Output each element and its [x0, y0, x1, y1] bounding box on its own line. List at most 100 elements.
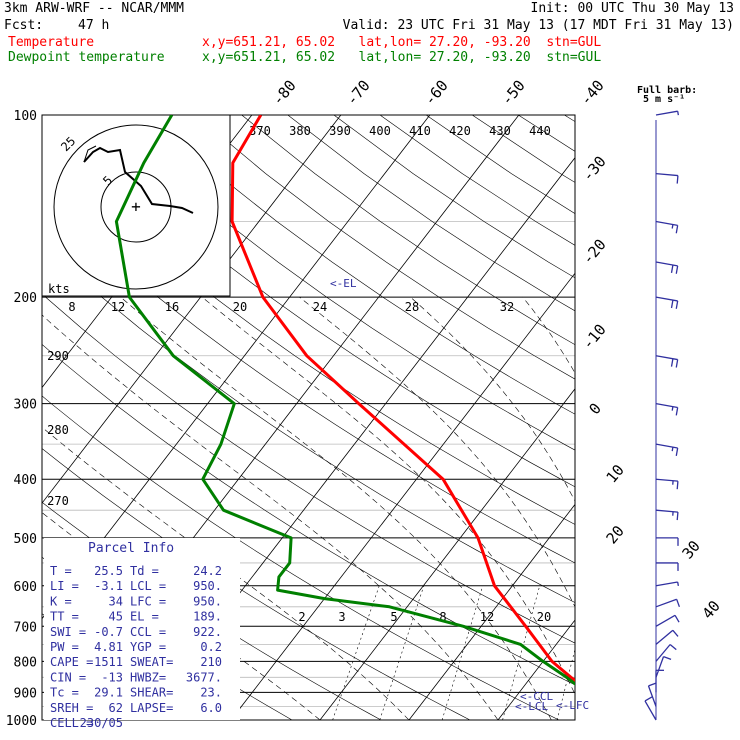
barb-legend-title: Full barb:	[637, 85, 698, 96]
isotherm-label: 10	[602, 461, 627, 486]
isotherm	[587, 115, 740, 720]
isotherm-label: 0	[585, 400, 605, 418]
wind-barb-flag	[648, 682, 657, 687]
wind-barb-flag	[677, 581, 680, 587]
wind-barb	[655, 509, 678, 513]
wind-barb	[655, 614, 676, 627]
mixing-ratio-line	[332, 585, 380, 720]
mixing-ratio-label: 3	[338, 610, 345, 624]
parcel-info-key: EL =	[130, 610, 159, 624]
hodograph-speed-label: 24	[313, 300, 327, 314]
dewpoint-location: x,y=651.21, 65.02 lat,lon= 27.20, -93.20…	[202, 50, 602, 65]
wind-barb	[655, 629, 674, 645]
theta-label: 420	[449, 124, 471, 138]
moist-adiabat	[42, 426, 410, 720]
wind-barb	[655, 403, 678, 409]
pressure-label: 300	[14, 398, 37, 413]
parcel-info-value: 34	[109, 594, 123, 608]
model-title: 3km ARW-WRF -- NCAR/MMM	[4, 1, 185, 16]
wind-barb-flag	[677, 111, 680, 116]
wind-barb	[644, 700, 657, 721]
parcel-info-value: 950.	[193, 594, 222, 608]
mixing-ratio-label: 8	[439, 610, 446, 624]
el-label: <-EL	[330, 277, 357, 290]
parcel-info-key: Tc =	[50, 686, 79, 700]
wind-barb-flag	[670, 264, 674, 274]
wind-barb-flag	[671, 406, 674, 411]
wind-barb-flag	[670, 299, 674, 309]
hodograph-speed-label: 12	[111, 300, 125, 314]
isotherm-label: -40	[577, 77, 608, 109]
isotherm-label: 40	[698, 597, 723, 622]
isotherm-label: -20	[579, 236, 610, 268]
wind-barb-flag	[676, 599, 681, 608]
wind-barb	[655, 581, 678, 587]
barb-legend-unit: 5 m s⁻¹	[643, 94, 686, 105]
pressure-label: 500	[14, 532, 37, 547]
parcel-info-key: SWEAT=	[130, 655, 173, 669]
mixing-ratio-label: 20	[537, 610, 551, 624]
parcel-info-box: Parcel Info T = 25.5 Td = 24.2 LI = -3.1 LCL = 9…	[44, 538, 240, 730]
moist-adiabat	[201, 296, 575, 695]
wind-barb-flag	[675, 359, 679, 368]
temperature-legend: Temperature	[8, 35, 95, 50]
hodograph-speed-label: 20	[233, 300, 247, 314]
wind-barb-flag	[663, 656, 672, 660]
mixing-ratio-label: 5	[390, 610, 397, 624]
parcel-info-value: -13	[101, 670, 123, 684]
dry-adiabat	[42, 293, 575, 644]
pressure-label: 700	[14, 620, 37, 635]
hodograph-speed-label: 8	[68, 300, 75, 314]
parcel-info-key: CELL =	[50, 716, 93, 730]
dry-adiabat	[333, 115, 575, 279]
dry-adiabat	[518, 115, 575, 152]
isotherm-label: -10	[579, 321, 610, 353]
isotherm	[408, 503, 575, 720]
parcel-info-key: SWI =	[50, 625, 86, 639]
wind-barb-flag	[670, 358, 674, 367]
theta-label: 440	[529, 124, 551, 138]
dry-adiabat	[103, 115, 575, 451]
dewpoint-line	[114, 115, 575, 686]
parcel-info-key: PW =	[50, 640, 79, 654]
pressure-label: 400	[14, 473, 37, 488]
parcel-info-value: 4.81	[94, 640, 123, 654]
parcel-info-value: 189.	[193, 610, 222, 624]
parcel-info-key: LI =	[50, 579, 79, 593]
plot-border	[41, 114, 576, 721]
temperature-line	[230, 115, 575, 683]
wind-barb-flag	[676, 481, 679, 490]
wind-barb-flag	[674, 614, 680, 623]
pressure-label: 200	[14, 291, 37, 306]
theta-label: 270	[47, 494, 69, 508]
isotherm-label: -50	[498, 77, 529, 109]
dry-adiabat	[379, 115, 575, 246]
dewpoint-legend: Dewpoint temperature	[8, 50, 165, 65]
wind-barb	[655, 443, 678, 449]
isotherm-label: -70	[343, 77, 374, 109]
theta-label: 400	[369, 124, 391, 138]
lcl-label: <-LCL	[515, 700, 548, 713]
mixing-ratio-line	[502, 585, 541, 720]
dry-adiabat	[241, 115, 575, 346]
wind-barb-flag	[675, 225, 679, 234]
theta-label: 280	[47, 423, 69, 437]
wind-barb	[655, 220, 678, 226]
theta-label: 410	[409, 124, 431, 138]
parcel-info-key: HWBZ=	[130, 670, 166, 684]
wind-barb	[655, 172, 678, 177]
isotherm-label: -30	[579, 153, 610, 185]
wind-barbs	[644, 110, 681, 721]
isotherm	[676, 115, 740, 720]
dry-adiabat	[42, 145, 575, 525]
parcel-info-value: 950.	[193, 579, 222, 593]
wind-barb	[655, 656, 665, 678]
dry-adiabat	[42, 395, 560, 720]
parcel-info-key: CCL =	[130, 625, 166, 639]
parcel-info-value: 24.2	[193, 564, 222, 578]
hodograph-unit: kts	[48, 282, 70, 296]
parcel-info-value: 29.1	[94, 686, 123, 700]
hodograph-speed-label: 32	[500, 300, 514, 314]
parcel-info-value: 210	[200, 655, 222, 669]
